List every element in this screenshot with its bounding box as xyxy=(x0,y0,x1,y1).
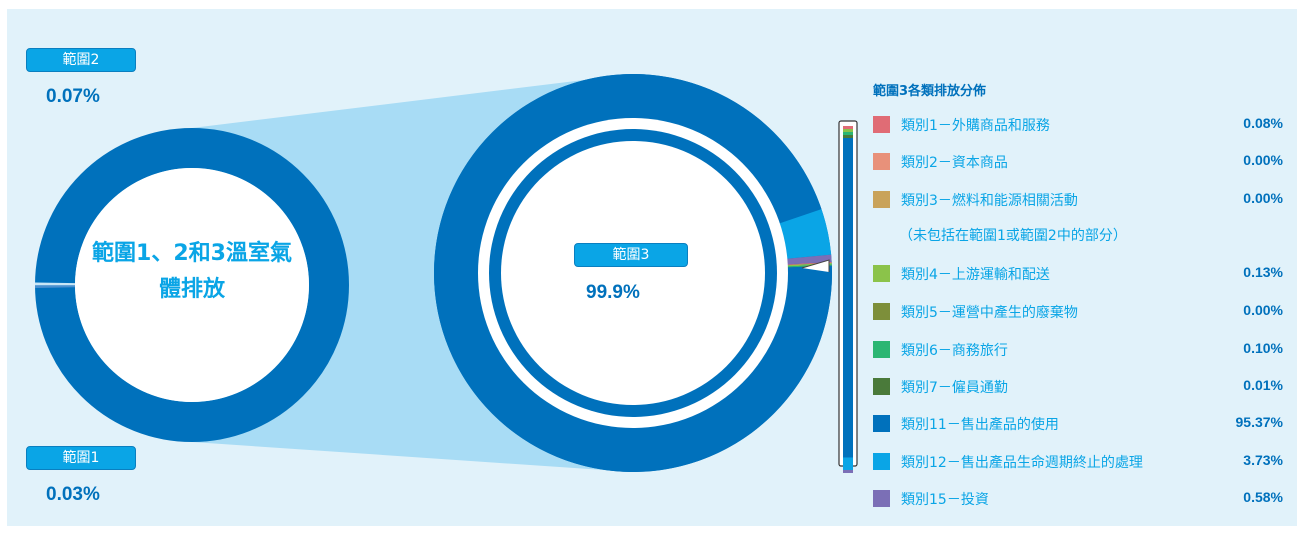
legend-item: 類別7－僱員通勤 0.01% xyxy=(873,376,1293,396)
legend-label: 類別11－售出產品的使用 xyxy=(901,417,1059,433)
legend-swatch xyxy=(873,303,890,320)
legend-swatch xyxy=(873,490,890,507)
callout-pointer xyxy=(801,259,830,272)
scope1-badge: 範圍1 xyxy=(26,446,136,470)
stacked-bar-segment-10 xyxy=(843,469,853,473)
legend-value: 0.00% xyxy=(1243,152,1283,168)
legend-item: 類別3－燃料和能源相關活動 0.00% xyxy=(873,189,1293,209)
stacked-bar-segment-6 xyxy=(843,132,853,135)
legend-label: 類別5－運營中產生的廢棄物 xyxy=(901,305,1078,321)
scope3-donut-hole xyxy=(501,141,765,405)
legend-swatch xyxy=(873,378,890,395)
scope3-donut-slice-10 xyxy=(777,254,832,265)
scope2-badge: 範圍2 xyxy=(26,48,136,72)
legend-item: 類別2－資本商品 0.00% xyxy=(873,151,1293,171)
legend-label: 類別3－燃料和能源相關活動 xyxy=(901,193,1078,209)
legend-value: 0.00% xyxy=(1243,302,1283,318)
stacked-bar-segment-4 xyxy=(843,129,853,132)
legend-label: 類別15－投資 xyxy=(901,492,989,508)
legend-value: 0.13% xyxy=(1243,264,1283,280)
overview-center-label: 範圍1、2和3溫室氣 體排放 xyxy=(62,236,322,308)
stacked-bar-segment-1 xyxy=(843,126,853,129)
overview-donut-slice-scope1 xyxy=(35,285,76,289)
legend-swatch xyxy=(873,265,890,282)
legend-item: 類別11－售出產品的使用 95.37% xyxy=(873,413,1293,433)
stacked-bar-segment-9 xyxy=(843,457,853,470)
legend-label: 類別6－商務旅行 xyxy=(901,343,1008,359)
legend-swatch xyxy=(873,453,890,470)
legend-label: 類別12－售出產品生命週期終止的處理 xyxy=(901,455,1143,471)
legend-item: 類別6－商務旅行 0.10% xyxy=(873,339,1293,359)
stacked-bar-segment-8 xyxy=(843,138,853,458)
legend-swatch xyxy=(873,116,890,133)
overview-center-label-line2: 體排放 xyxy=(158,277,225,302)
legend-value: 0.00% xyxy=(1243,190,1283,206)
legend-swatch xyxy=(873,191,890,208)
scope1-value: 0.03% xyxy=(46,484,100,505)
legend-value: 0.01% xyxy=(1243,377,1283,393)
legend-swatch xyxy=(873,415,890,432)
legend-item: 類別5－運營中產生的廢棄物 0.00% xyxy=(873,301,1293,321)
legend-value: 0.08% xyxy=(1243,115,1283,131)
legend-swatch xyxy=(873,341,890,358)
legend-item: 類別15－投資 0.58% xyxy=(873,488,1293,508)
stacked-bar-segment-7 xyxy=(843,135,853,138)
legend-value: 0.10% xyxy=(1243,340,1283,356)
legend-note: （未包括在範圍1或範圍2中的部分） xyxy=(899,228,1127,244)
legend-value: 95.37% xyxy=(1235,414,1283,430)
scope3-value: 99.9% xyxy=(586,282,640,303)
overview-donut-slice-scope2 xyxy=(35,282,76,286)
legend-label: 類別2－資本商品 xyxy=(901,155,1008,171)
legend-value: 0.58% xyxy=(1243,489,1283,505)
legend-swatch xyxy=(873,153,890,170)
legend-title: 範圍3各類排放分佈 xyxy=(873,84,987,99)
legend-item: 類別12－售出產品生命週期終止的處理 3.73% xyxy=(873,451,1293,471)
scope3-badge: 範圍3 xyxy=(574,243,688,267)
legend-label: 類別4－上游運輸和配送 xyxy=(901,267,1050,283)
legend-value: 3.73% xyxy=(1243,452,1283,468)
scope2-value: 0.07% xyxy=(46,86,100,107)
legend-item: 類別4－上游運輸和配送 0.13% xyxy=(873,263,1293,283)
legend-item: 類別1－外購商品和服務 0.08% xyxy=(873,114,1293,134)
overview-donut-hole xyxy=(75,168,309,402)
legend-label: 類別1－外購商品和服務 xyxy=(901,118,1050,134)
overview-center-label-line1: 範圍1、2和3溫室氣 xyxy=(92,241,292,266)
legend-label: 類別7－僱員通勤 xyxy=(901,380,1008,396)
